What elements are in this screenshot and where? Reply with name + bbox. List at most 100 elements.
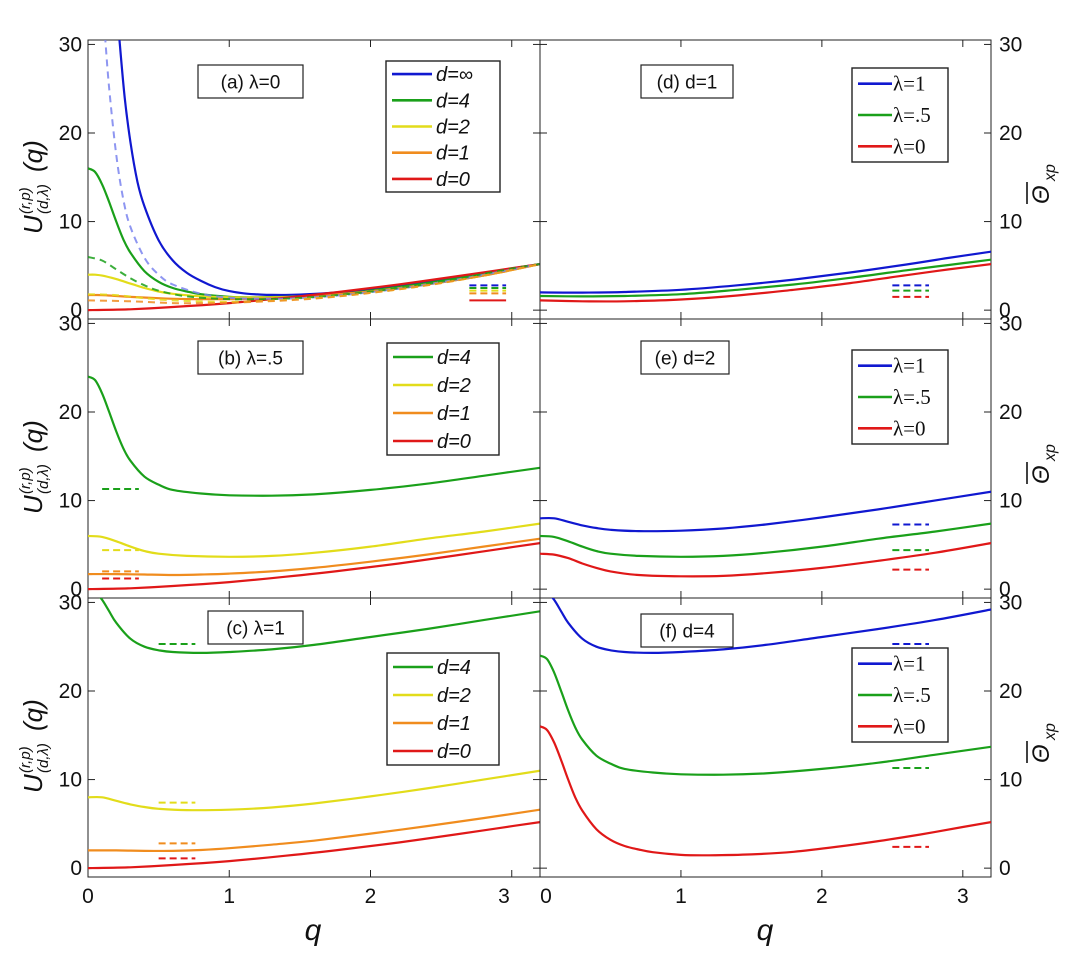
panel-title: (e) d=2 [655, 349, 716, 370]
x-tick-label: 0 [82, 885, 94, 908]
panel-c: 0 10 20 30 0 1 2 3 (c) λ=1 d=4 d=2 d=1 d=0 [59, 591, 541, 908]
series-line--5 [540, 654, 991, 776]
panel-title: (f) d=4 [659, 622, 715, 643]
y-tick-label: 0 [70, 299, 82, 322]
series-line-ref-d-1 [88, 263, 540, 305]
y-axis-title-xp: xp [1042, 164, 1059, 182]
panel-title: (a) λ=0 [221, 73, 281, 94]
series-line-ref-d-4 [88, 256, 540, 301]
panel-e: 0 10 20 30 (e) d=2 λ=1 λ=.5 λ=0 [539, 312, 1022, 601]
y-tick-label-right: 20 [999, 680, 1022, 703]
y-tick-label-right: 20 [999, 401, 1022, 424]
y-axis-title-theta: Θ [1028, 185, 1055, 204]
legend-label: d=2 [437, 685, 471, 707]
x-axis-title-left: q [305, 914, 322, 947]
y-axis-title-left: U(r,p) (d,λ) (q) [17, 140, 52, 234]
y-axis-title-sup: (r,p) [17, 187, 34, 214]
series-line-d-2 [88, 769, 540, 812]
x-tick-label: 3 [498, 885, 510, 908]
panel-title-box [197, 64, 304, 99]
legend-label: d=0 [437, 431, 471, 453]
y-tick-label-right: 0 [999, 578, 1011, 601]
legend-label: d=0 [437, 741, 471, 763]
panel-title-box [640, 613, 734, 648]
y-axis-title-left: U(r,p) (d,λ) (q) [17, 420, 52, 514]
y-axis-title-left: U(r,p) (d,λ) (q) [17, 699, 52, 793]
panel-f: 0 10 20 30 0 1 2 3 (f) d=4 λ=1 λ=.5 λ=0 [539, 591, 1022, 908]
series-line--1 [540, 250, 991, 294]
x-axis-title-right: q [757, 914, 774, 947]
legend-label: λ=.5 [893, 103, 931, 127]
y-axis-title-xp: xp [1042, 723, 1059, 741]
series-line-d- [118, 40, 540, 297]
y-tick-label-right: 0 [999, 857, 1011, 880]
y-tick-label-right: 30 [999, 33, 1022, 56]
series-line--5 [540, 258, 991, 298]
legend-label: λ=0 [893, 714, 926, 738]
y-axis-title-main: U [18, 774, 48, 793]
y-axis-title-theta: Θ [1028, 744, 1055, 763]
series-line-d-2 [88, 522, 540, 558]
legend-label: d=1 [437, 713, 471, 735]
y-axis-title-xp: xp [1042, 444, 1059, 462]
series-line--0 [540, 263, 991, 303]
y-axis-title-main: U [18, 215, 48, 234]
x-tick-label: 2 [816, 885, 828, 908]
y-tick-label: 20 [59, 680, 82, 703]
legend-label: λ=.5 [893, 385, 931, 409]
legend-label: d=1 [436, 143, 470, 165]
series-line-d-0 [88, 263, 540, 312]
y-tick-label-right: 10 [999, 490, 1022, 513]
legend-label: λ=1 [893, 354, 926, 378]
series-line--1 [551, 598, 991, 655]
panel-title-box [640, 340, 730, 375]
series-group [540, 490, 991, 578]
panel-frame [539, 597, 992, 878]
legend-label: d=0 [436, 169, 470, 191]
y-tick-label: 30 [59, 591, 82, 614]
series-line--0 [540, 542, 991, 578]
y-tick-label: 30 [59, 312, 82, 335]
y-tick-label-right: 30 [999, 312, 1022, 335]
panel-title-box [640, 64, 734, 99]
y-axis-title-sup: (r,p) [17, 746, 34, 773]
y-axis-title-sup: (r,p) [17, 467, 34, 494]
series-line-d-0 [88, 821, 540, 870]
y-tick-label: 20 [59, 122, 82, 145]
y-axis-title-sub: (d,λ) [35, 743, 52, 773]
legend-label: d=1 [437, 403, 471, 425]
legend-label: λ=1 [893, 72, 926, 96]
panel-a: 0 10 20 30 (a) λ=0 d=∞ d=4 d=2 d=1 d=0 [59, 33, 541, 322]
y-tick-label-right: 10 [999, 769, 1022, 792]
x-tick-label: 1 [223, 885, 235, 908]
panel-title: (c) λ=1 [226, 619, 285, 640]
x-tick-label: 2 [365, 885, 377, 908]
legend-label: d=4 [437, 347, 471, 369]
y-axis-title-theta: Θ [1028, 465, 1055, 484]
series-line-d-1 [88, 537, 540, 577]
series-group [88, 375, 540, 591]
y-tick-label-right: 0 [999, 299, 1011, 322]
legend-box [386, 652, 500, 766]
series-group [540, 250, 991, 303]
y-tick-label: 10 [59, 211, 82, 234]
series-line--5 [540, 522, 991, 558]
legend-box [386, 342, 500, 456]
legend-label: λ=0 [893, 416, 926, 440]
y-tick-label: 30 [59, 33, 82, 56]
panel-title-box [197, 340, 304, 375]
y-axis-title-right: Θxp [1026, 723, 1059, 763]
legend-label: d=4 [436, 90, 470, 112]
x-tick-label: 0 [540, 885, 552, 908]
y-axis-title-main: U [18, 495, 48, 514]
y-tick-label: 0 [70, 578, 82, 601]
panel-d: 0 10 20 30 (d) d=1 λ=1 λ=.5 λ=0 [539, 33, 1022, 322]
y-axis-title-right: Θxp [1026, 164, 1059, 204]
series-line-d-4 [88, 375, 540, 497]
legend-label: d=2 [437, 375, 471, 397]
legend-label: d=2 [436, 117, 470, 139]
series-line--0 [540, 725, 991, 857]
x-tick-label: 1 [675, 885, 687, 908]
